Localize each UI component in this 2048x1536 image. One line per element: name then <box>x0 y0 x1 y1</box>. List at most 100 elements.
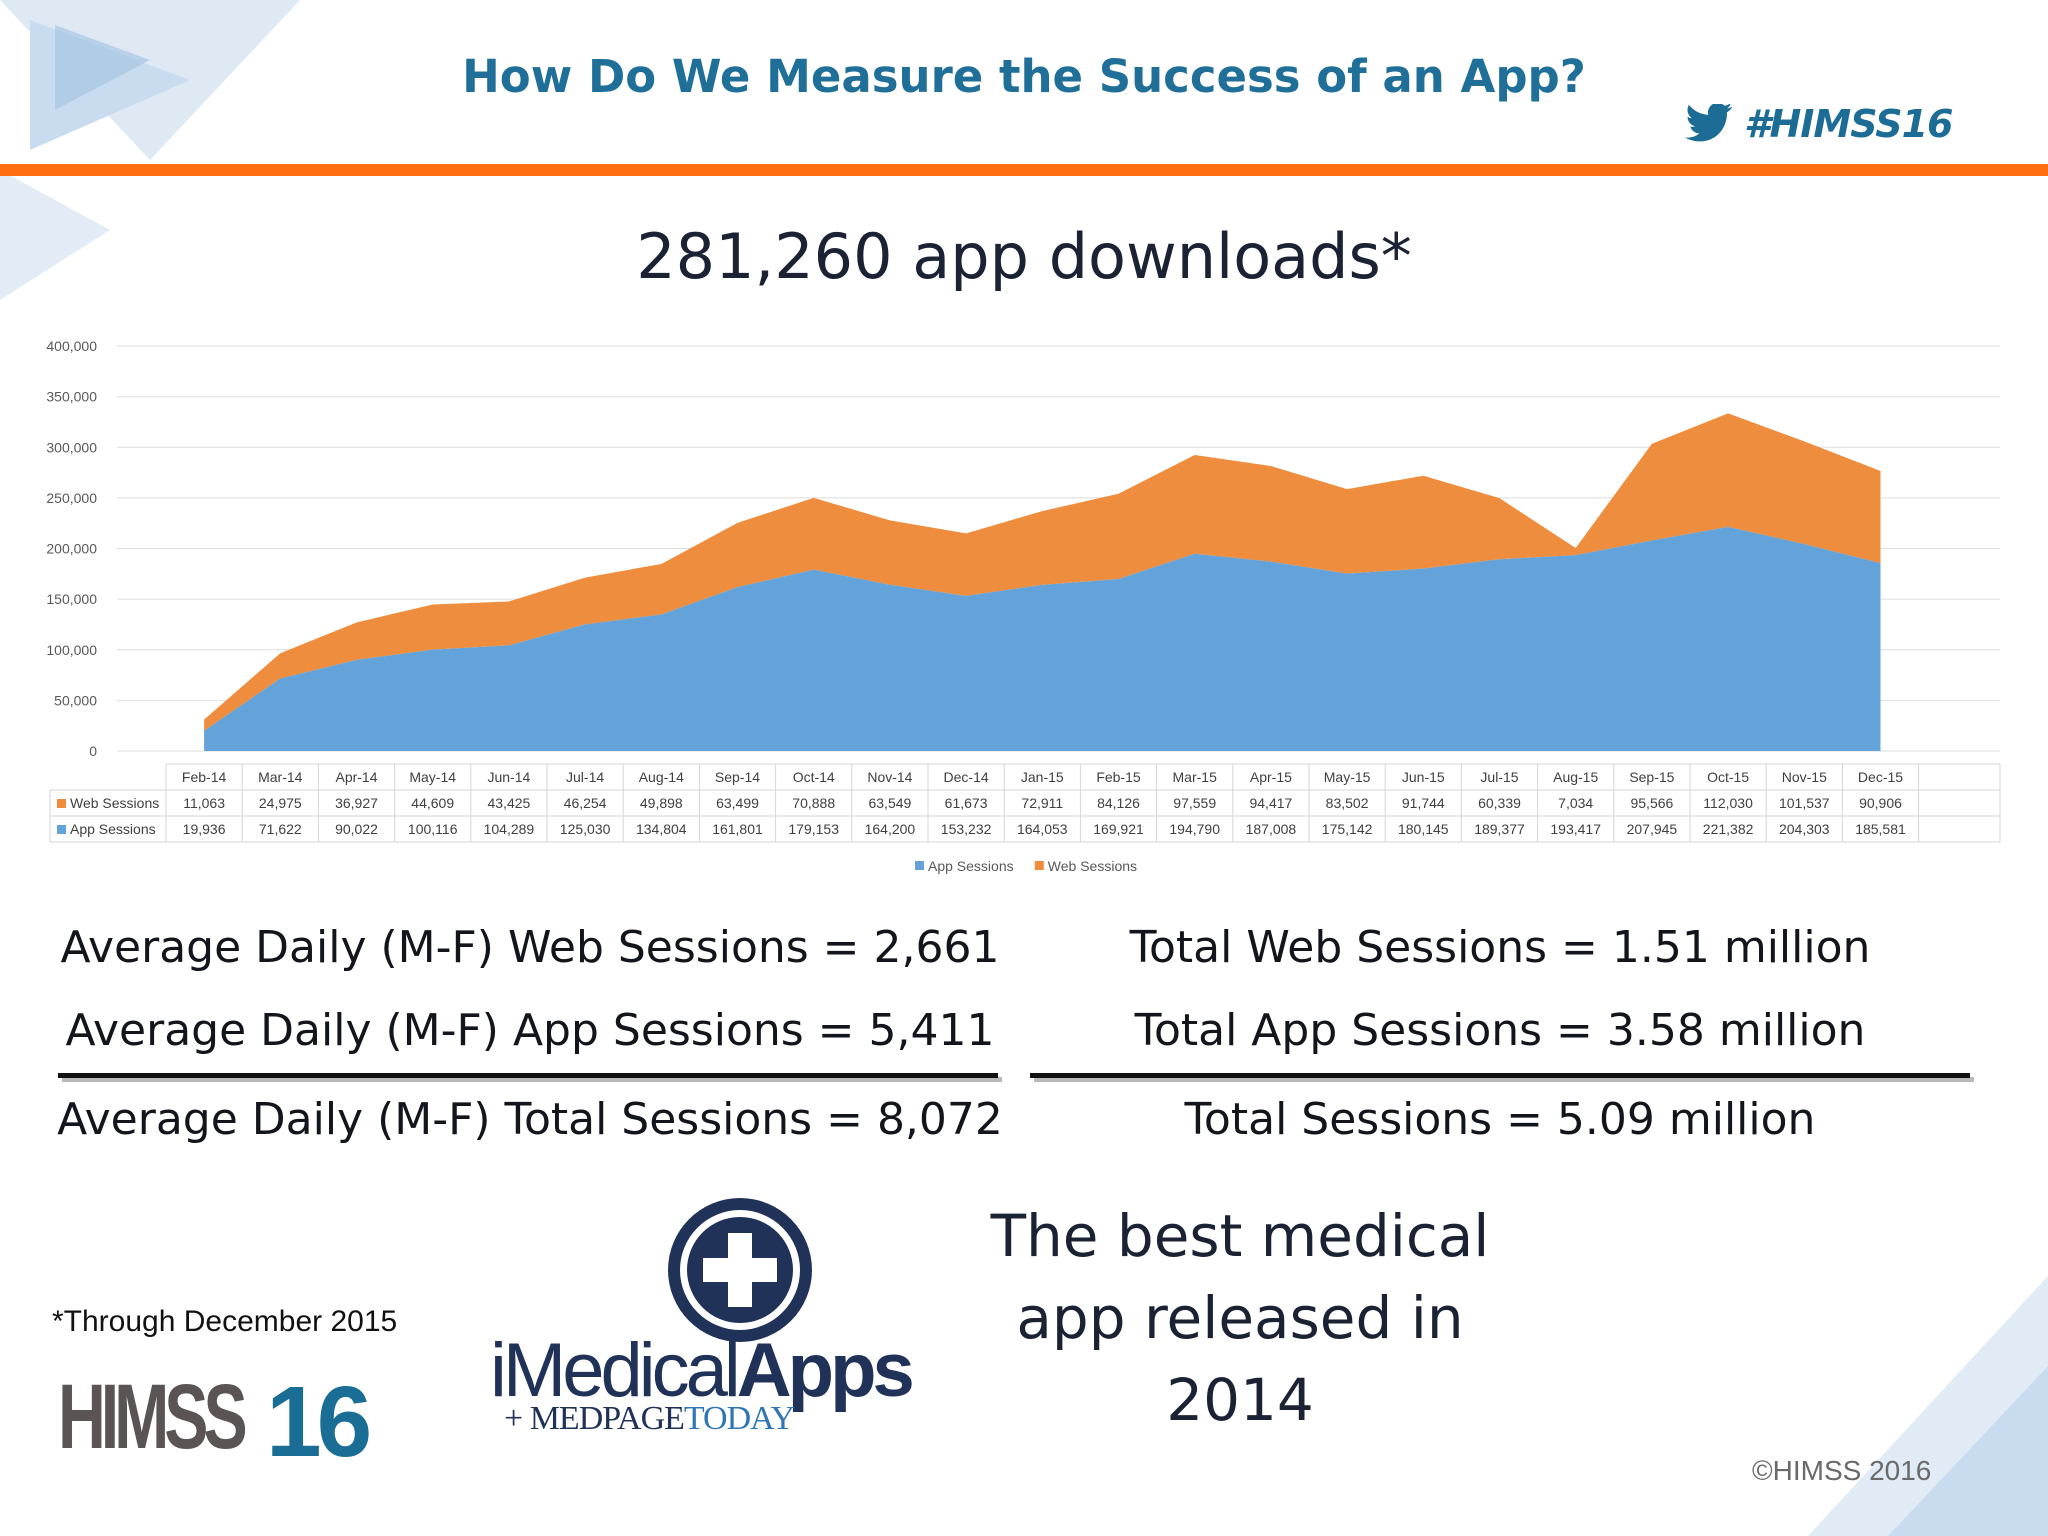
total-app-sessions: Total App Sessions = 3.58 million <box>1134 1005 1866 1056</box>
himss-logo-word: HIMSS <box>58 1366 248 1468</box>
downloads-headline: 281,260 app downloads* <box>636 220 1412 293</box>
accent-divider <box>0 164 2048 176</box>
x-tick-label: Jun-15 <box>1402 769 1445 785</box>
imedicalapps-wordmark-light: iMedical <box>490 1328 741 1413</box>
app-sessions-value: 180,145 <box>1398 821 1449 837</box>
y-tick-label: 150,000 <box>46 591 97 607</box>
sessions-area-chart: 0 50,000 100,000 150,000 200,000 250,000 300,0… <box>46 338 2001 874</box>
app-sessions-value: 164,200 <box>865 821 916 837</box>
web-sessions-value: 72,911 <box>1021 795 1063 811</box>
x-tick-label: Jul-15 <box>1480 769 1518 785</box>
app-sessions-value: 153,232 <box>941 821 992 837</box>
medpage-plus-icon: + <box>504 1400 523 1437</box>
web-sessions-value: 24,975 <box>259 795 302 811</box>
y-tick-label: 100,000 <box>46 642 97 658</box>
web-sessions-value: 63,499 <box>716 795 759 811</box>
imedicalapps-wordmark: iMedicalApps <box>490 1327 915 1414</box>
web-sessions-value: 49,898 <box>640 795 683 811</box>
copyright: ©HIMSS 2016 <box>1752 1455 1932 1486</box>
web-sessions-value: 46,254 <box>564 795 607 811</box>
y-tick-label: 200,000 <box>46 541 97 557</box>
x-tick-label: Nov-14 <box>867 769 912 785</box>
y-tick-label: 400,000 <box>46 338 97 354</box>
web-sessions-value: 97,559 <box>1173 795 1216 811</box>
x-tick-label: Aug-15 <box>1553 769 1598 785</box>
app-sessions-row-label: App Sessions <box>70 821 156 837</box>
slide-title: How Do We Measure the Success of an App? <box>462 50 1586 103</box>
web-sessions-value: 44,609 <box>411 795 454 811</box>
web-sessions-value: 83,502 <box>1326 795 1369 811</box>
app-sessions-value: 187,008 <box>1246 821 1297 837</box>
x-tick-label: Mar-14 <box>258 769 303 785</box>
avg-web-sessions: Average Daily (M-F) Web Sessions = 2,661 <box>60 922 1000 973</box>
web-sessions-value: 95,566 <box>1630 795 1673 811</box>
footnote: *Through December 2015 <box>52 1305 398 1338</box>
app-sessions-area <box>204 526 1881 751</box>
y-tick-label: 300,000 <box>46 439 97 455</box>
medical-cross-icon <box>668 1198 812 1342</box>
web-sessions-value: 61,673 <box>945 795 988 811</box>
x-tick-label: Nov-15 <box>1782 769 1827 785</box>
total-sessions: Total Sessions = 5.09 million <box>1184 1094 1816 1145</box>
app-sessions-value: 175,142 <box>1322 821 1373 837</box>
web-sessions-value: 43,425 <box>487 795 530 811</box>
app-sessions-value: 194,790 <box>1169 821 1220 837</box>
x-tick-label: Dec-15 <box>1858 769 1903 785</box>
x-tick-label: May-15 <box>1324 769 1371 785</box>
medpage-today-wordmark: + MEDPAGETODAY <box>504 1400 795 1438</box>
app-sessions-value: 90,022 <box>335 821 378 837</box>
hashtag-badge: #HIMSS16 <box>1684 96 2014 152</box>
web-sessions-value: 91,744 <box>1402 795 1445 811</box>
app-sessions-value: 207,945 <box>1627 821 1678 837</box>
web-sessions-value: 90,906 <box>1859 795 1902 811</box>
avg-app-sessions: Average Daily (M-F) App Sessions = 5,411 <box>65 1005 995 1056</box>
app-sessions-value: 19,936 <box>183 821 226 837</box>
app-sessions-value: 71,622 <box>259 821 302 837</box>
app-sessions-value: 134,804 <box>636 821 687 837</box>
total-web-sessions: Total Web Sessions = 1.51 million <box>1129 922 1871 973</box>
x-tick-label: Oct-14 <box>793 769 835 785</box>
y-tick-label: 0 <box>89 743 97 759</box>
y-tick-label: 350,000 <box>46 389 97 405</box>
web-sessions-value: 36,927 <box>335 795 378 811</box>
x-tick-label: Apr-14 <box>335 769 377 785</box>
app-sessions-value: 100,116 <box>408 821 458 837</box>
web-sessions-value: 11,063 <box>183 795 225 811</box>
legend-label: Web Sessions <box>1048 858 1137 874</box>
corner-decoration-top-left <box>0 0 300 300</box>
x-tick-label: Jul-14 <box>566 769 604 785</box>
x-tick-label: Sep-15 <box>1629 769 1674 785</box>
avg-total-sessions: Average Daily (M-F) Total Sessions = 8,0… <box>57 1094 1003 1145</box>
hashtag-label: #HIMSS16 <box>1744 102 1953 146</box>
app-sessions-value: 193,417 <box>1550 821 1601 837</box>
x-tick-label: Feb-14 <box>182 769 227 785</box>
twitter-bird-icon <box>1685 104 1732 142</box>
tagline-line-3: 2014 <box>1166 1366 1314 1434</box>
web-sessions-value: 112,030 <box>1703 795 1753 811</box>
app-sessions-value: 169,921 <box>1093 821 1144 837</box>
y-tick-label: 250,000 <box>46 490 97 506</box>
x-tick-label: Dec-14 <box>944 769 989 785</box>
app-sessions-value: 204,303 <box>1779 821 1830 837</box>
legend-label: App Sessions <box>928 858 1014 874</box>
x-tick-label: Mar-15 <box>1173 769 1218 785</box>
app-sessions-value: 164,053 <box>1017 821 1068 837</box>
imedicalapps-wordmark-bold: Apps <box>736 1328 915 1413</box>
app-sessions-value: 161,801 <box>712 821 763 837</box>
tagline-line-1: The best medical <box>990 1202 1490 1270</box>
web-sessions-value: 63,549 <box>868 795 911 811</box>
app-sessions-value: 221,382 <box>1703 821 1754 837</box>
y-tick-label: 50,000 <box>54 692 97 708</box>
corner-decoration-bottom-right <box>1808 1276 2048 1536</box>
x-tick-label: Jun-14 <box>487 769 530 785</box>
legend-swatch <box>1034 861 1044 870</box>
web-sessions-value: 7,034 <box>1558 795 1593 811</box>
imedicalapps-logo: iMedicalApps + MEDPAGETODAY <box>490 1195 995 1445</box>
app-sessions-value: 179,153 <box>788 821 839 837</box>
web-sessions-area <box>204 413 1881 731</box>
web-sessions-value: 60,339 <box>1478 795 1521 811</box>
x-tick-label: Jan-15 <box>1021 769 1064 785</box>
app-sessions-value: 104,289 <box>484 821 535 837</box>
avg-sum-rule <box>58 1073 998 1078</box>
x-tick-label: Aug-14 <box>639 769 684 785</box>
